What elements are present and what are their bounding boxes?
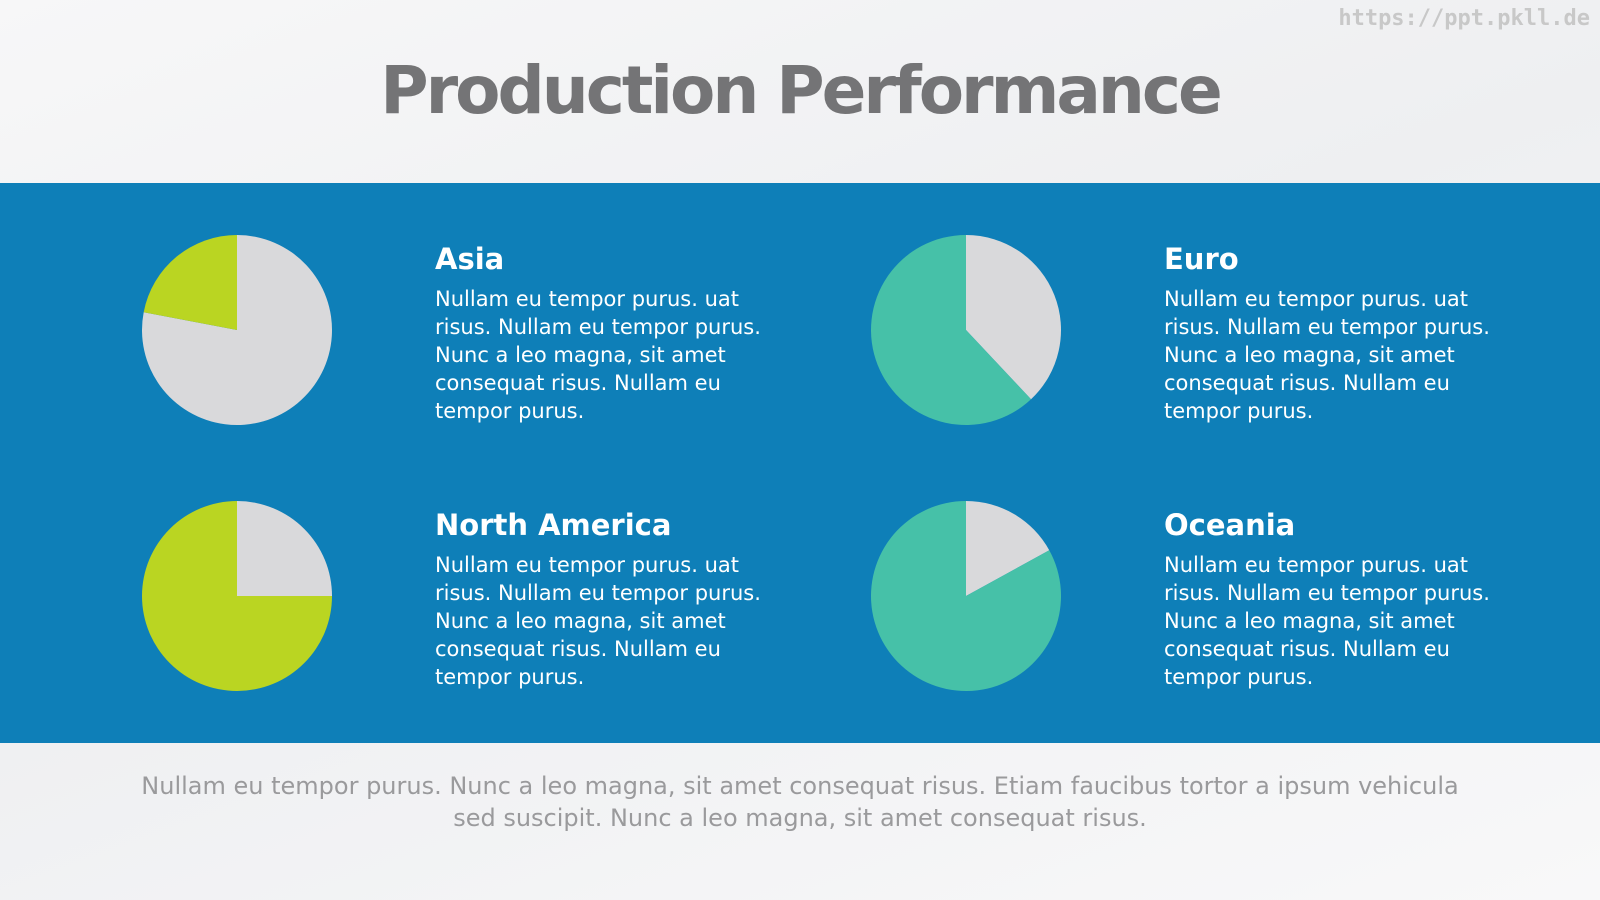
pie-slice [871, 501, 1062, 692]
watermark: https://ppt.pkll.de [1338, 6, 1590, 31]
pie-slice [966, 235, 1062, 400]
region-title: Asia [435, 242, 505, 276]
pie-slice [871, 235, 1032, 425]
region-text: Nullam eu tempor purus. uat risus. Nulla… [1164, 553, 1490, 689]
footer-text: Nullam eu tempor purus. Nunc a leo magna… [141, 772, 1459, 832]
pie-slice [237, 501, 332, 596]
pie-slice [143, 235, 237, 330]
pie-slice [966, 501, 1050, 596]
region-text: Nullam eu tempor purus. uat risus. Nulla… [435, 553, 761, 689]
region-text: Nullam eu tempor purus. uat risus. Nulla… [435, 287, 761, 423]
region-text: Nullam eu tempor purus. uat risus. Nulla… [1164, 287, 1490, 423]
region-title: Oceania [1164, 508, 1296, 542]
region-title: North America [435, 508, 672, 542]
slide-title: Production Performance [380, 52, 1223, 129]
region-title: Euro [1164, 242, 1239, 276]
pie-slice [142, 501, 332, 691]
